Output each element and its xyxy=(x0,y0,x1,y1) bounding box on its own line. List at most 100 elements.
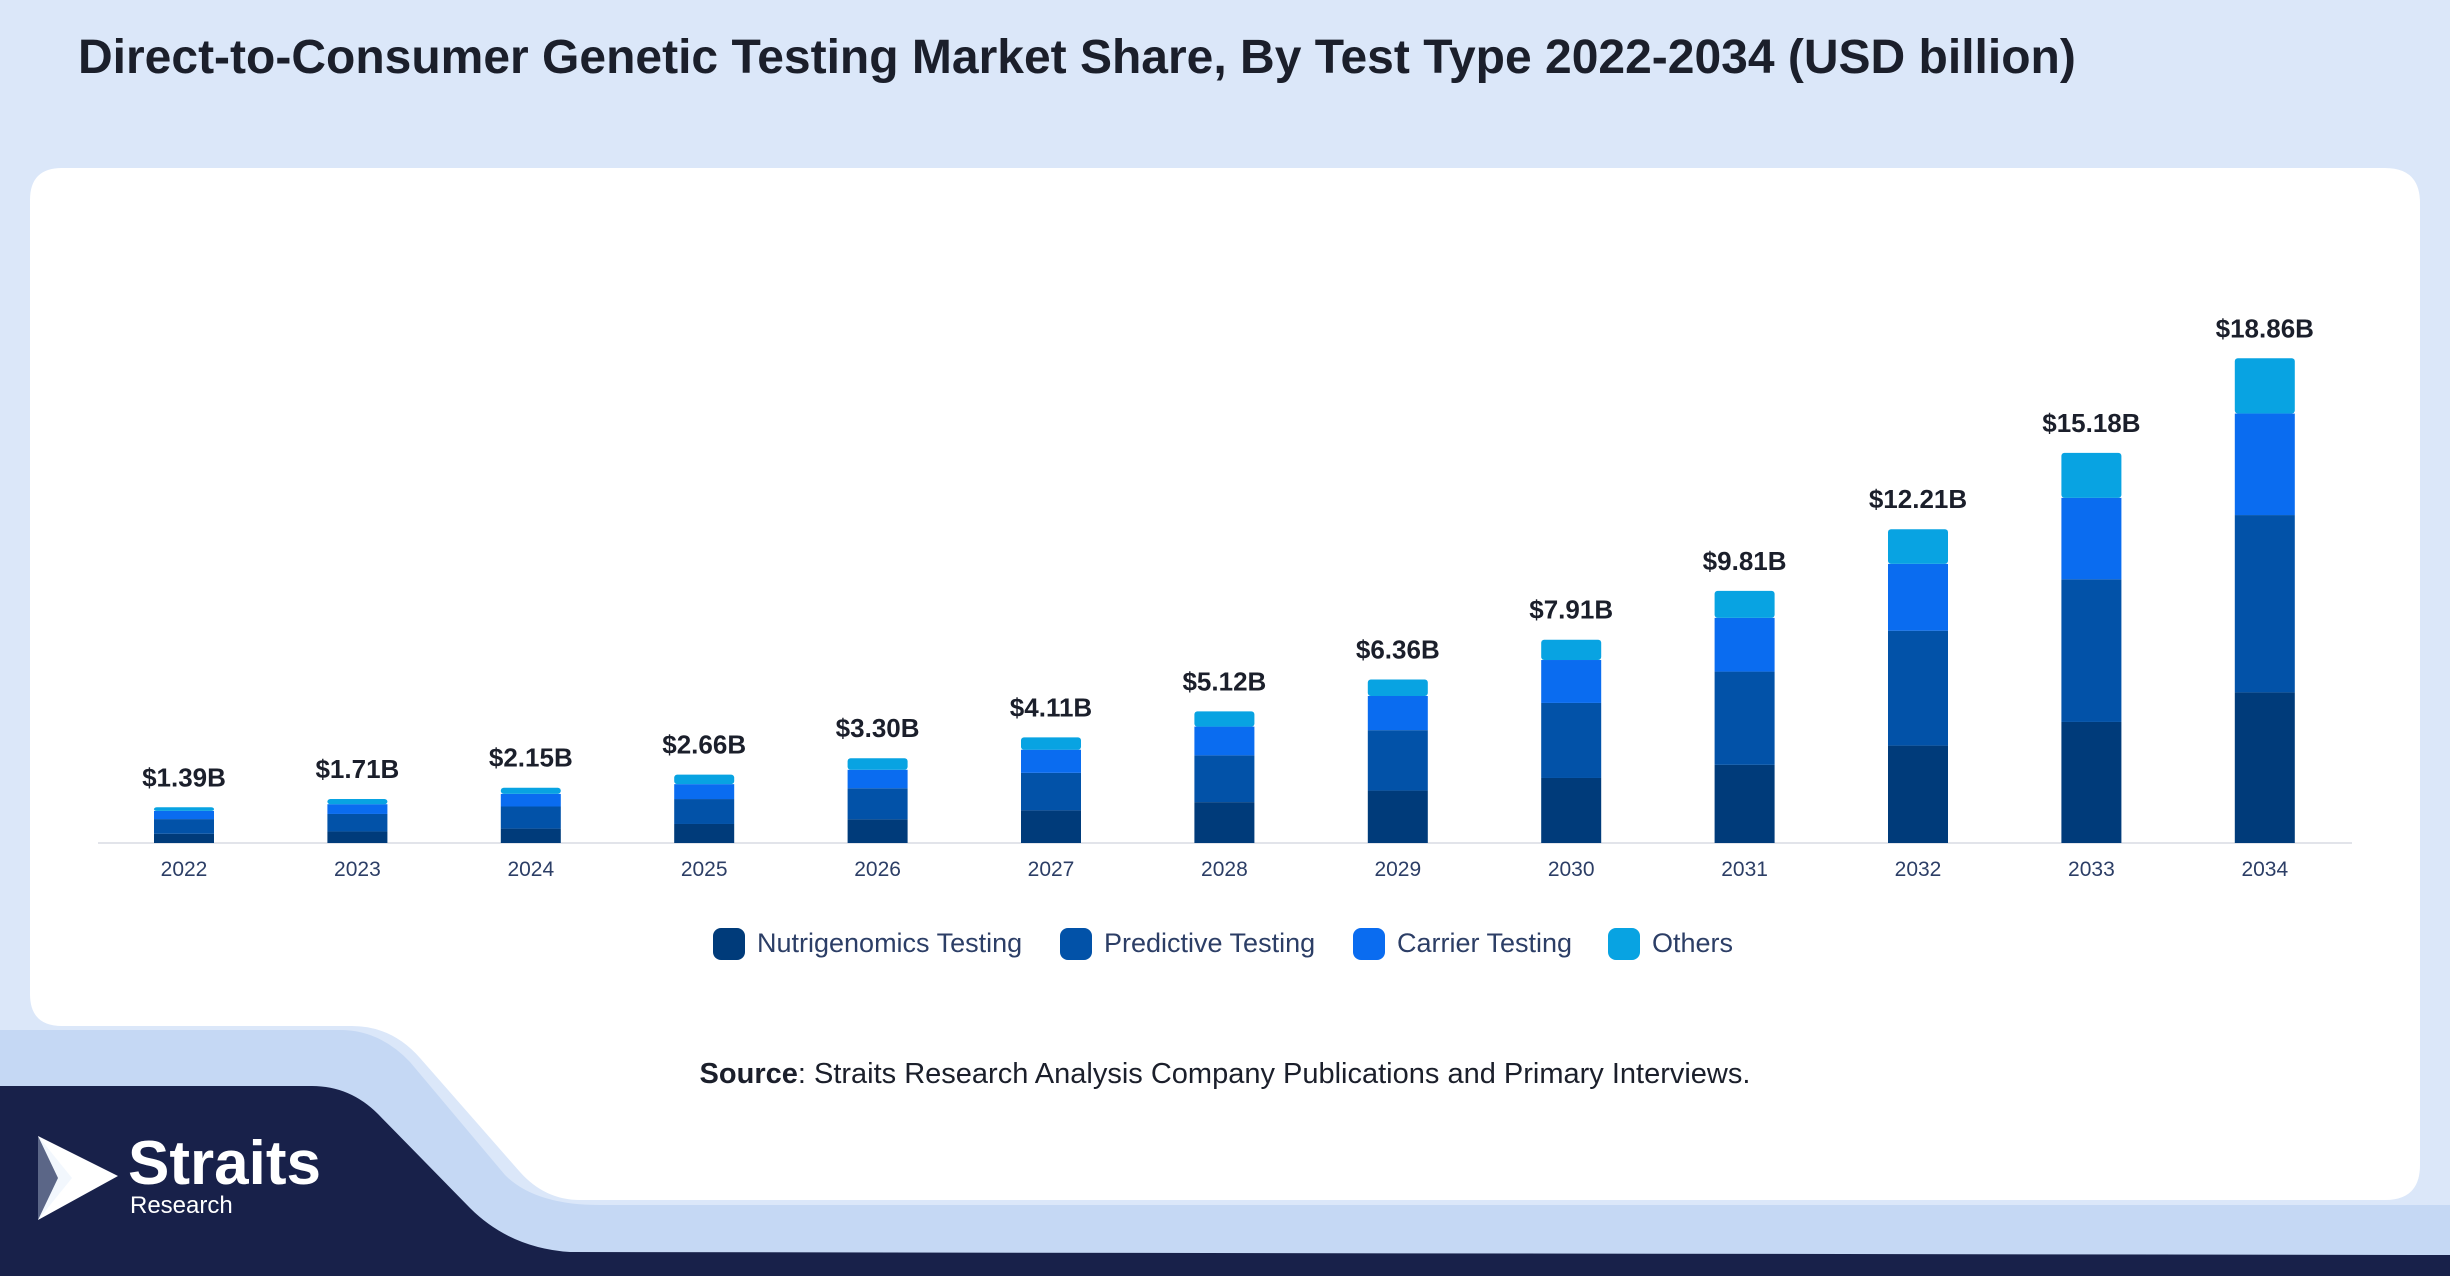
total-label-2028: $5.12B xyxy=(1182,666,1266,696)
bar-2033-predictive-testing xyxy=(2061,579,2122,722)
bar-2025-nutrigenomics-testing xyxy=(674,823,735,843)
bar-2026-nutrigenomics-testing xyxy=(847,819,908,843)
bar-2028-nutrigenomics-testing xyxy=(1194,802,1255,843)
bar-2022-others xyxy=(154,807,214,811)
total-label-2034: $18.86B xyxy=(2216,313,2314,343)
source-line: Source: Straits Research Analysis Compan… xyxy=(0,1058,2450,1091)
bar-2024-nutrigenomics-testing xyxy=(500,828,561,843)
bar-2026-carrier-testing xyxy=(847,769,908,789)
bar-2026-predictive-testing xyxy=(847,788,908,820)
bar-2031-others xyxy=(1714,590,1775,618)
logo-panel xyxy=(0,1086,2450,1276)
total-label-2026: $3.30B xyxy=(836,713,920,743)
logo-wordmark: Straits xyxy=(128,1129,321,1198)
legend-item-nutrigenomics-testing: Nutrigenomics Testing xyxy=(713,928,1022,960)
bar-2022-carrier-testing xyxy=(154,810,214,820)
bar-2030-predictive-testing xyxy=(1541,702,1602,778)
x-tick-2022: 2022 xyxy=(161,858,208,881)
total-label-2031: $9.81B xyxy=(1703,546,1787,576)
page-title: Direct-to-Consumer Genetic Testing Marke… xyxy=(78,31,2076,84)
legend-label: Others xyxy=(1652,928,1733,958)
bar-2032-others xyxy=(1888,529,1948,564)
bar-2024-carrier-testing xyxy=(500,793,561,807)
x-tick-2032: 2032 xyxy=(1895,858,1942,881)
legend-item-predictive-testing: Predictive Testing xyxy=(1060,928,1315,960)
legend-swatch xyxy=(1608,928,1640,960)
x-tick-2028: 2028 xyxy=(1201,858,1248,881)
bar-2025-others xyxy=(674,774,735,785)
bar-2034-others xyxy=(2234,358,2295,414)
x-tick-2031: 2031 xyxy=(1721,858,1768,881)
labels-layer: $1.39B 2022 $1.71B 2023 $2.15B 2024 $2.66B 2025… xyxy=(142,313,2314,881)
bar-2032-nutrigenomics-testing xyxy=(1888,745,1948,843)
x-tick-2034: 2034 xyxy=(2241,858,2288,881)
x-tick-2023: 2023 xyxy=(334,858,381,881)
bar-2025-predictive-testing xyxy=(674,799,735,824)
source-label: Source xyxy=(699,1058,798,1090)
total-label-2033: $15.18B xyxy=(2042,408,2140,438)
total-label-2030: $7.91B xyxy=(1529,595,1613,625)
bar-2025-carrier-testing xyxy=(674,784,735,800)
x-tick-2024: 2024 xyxy=(507,858,554,881)
x-tick-2027: 2027 xyxy=(1028,858,1075,881)
legend-swatch xyxy=(713,928,745,960)
bar-2034-carrier-testing xyxy=(2234,413,2295,516)
logo-subtitle: Research xyxy=(130,1192,233,1219)
bar-2031-carrier-testing xyxy=(1714,617,1775,672)
bar-2032-predictive-testing xyxy=(1888,630,1948,746)
bar-2033-carrier-testing xyxy=(2061,497,2122,580)
total-label-2022: $1.39B xyxy=(142,762,226,792)
bar-2027-predictive-testing xyxy=(1021,772,1081,811)
bar-2027-nutrigenomics-testing xyxy=(1021,810,1081,843)
legend-label: Nutrigenomics Testing xyxy=(757,928,1022,958)
bar-2028-predictive-testing xyxy=(1194,755,1255,803)
bar-2022-predictive-testing xyxy=(154,819,214,834)
total-label-2024: $2.15B xyxy=(489,743,573,773)
bar-2029-others xyxy=(1367,679,1428,696)
bar-2022-nutrigenomics-testing xyxy=(154,833,214,843)
bar-2028-carrier-testing xyxy=(1194,726,1255,756)
bar-2034-nutrigenomics-testing xyxy=(2234,692,2295,843)
legend-swatch xyxy=(1060,928,1092,960)
bar-2028-others xyxy=(1194,711,1255,727)
legend-item-carrier-testing: Carrier Testing xyxy=(1353,928,1572,960)
bar-2024-others xyxy=(500,787,561,794)
bars-layer xyxy=(154,358,2295,843)
bar-2030-others xyxy=(1541,639,1602,661)
legend-swatch xyxy=(1353,928,1385,960)
x-tick-2029: 2029 xyxy=(1374,858,1421,881)
bar-2024-predictive-testing xyxy=(500,806,561,829)
chart-card xyxy=(30,168,2420,1200)
legend-label: Carrier Testing xyxy=(1397,928,1572,958)
total-label-2029: $6.36B xyxy=(1356,635,1440,665)
bar-2033-nutrigenomics-testing xyxy=(2061,721,2122,843)
x-tick-2030: 2030 xyxy=(1548,858,1595,881)
bar-2027-carrier-testing xyxy=(1021,749,1081,773)
bar-2023-predictive-testing xyxy=(327,813,388,832)
straits-logo: Straits Research xyxy=(36,1128,356,1228)
x-tick-2025: 2025 xyxy=(681,858,728,881)
bar-2023-others xyxy=(327,799,388,805)
bar-2029-predictive-testing xyxy=(1367,730,1428,791)
bar-2023-nutrigenomics-testing xyxy=(327,831,388,843)
total-label-2032: $12.21B xyxy=(1869,484,1967,514)
legend-label: Predictive Testing xyxy=(1104,928,1315,958)
bar-2023-carrier-testing xyxy=(327,804,388,814)
logo-arrow-icon xyxy=(38,1136,118,1220)
bar-2032-carrier-testing xyxy=(1888,563,1948,631)
bar-2029-nutrigenomics-testing xyxy=(1367,790,1428,843)
x-tick-2026: 2026 xyxy=(854,858,901,881)
bar-2030-nutrigenomics-testing xyxy=(1541,777,1602,843)
total-label-2027: $4.11B xyxy=(1010,692,1092,722)
source-text: : Straits Research Analysis Company Publ… xyxy=(797,1058,1751,1090)
x-tick-2033: 2033 xyxy=(2068,858,2115,881)
bar-2033-others xyxy=(2061,452,2122,498)
bar-2031-nutrigenomics-testing xyxy=(1714,764,1775,843)
bar-2031-predictive-testing xyxy=(1714,671,1775,765)
bar-2026-others xyxy=(847,758,908,770)
total-label-2025: $2.66B xyxy=(662,730,746,760)
legend-item-others: Others xyxy=(1608,928,1733,960)
total-label-2023: $1.71B xyxy=(315,754,399,784)
